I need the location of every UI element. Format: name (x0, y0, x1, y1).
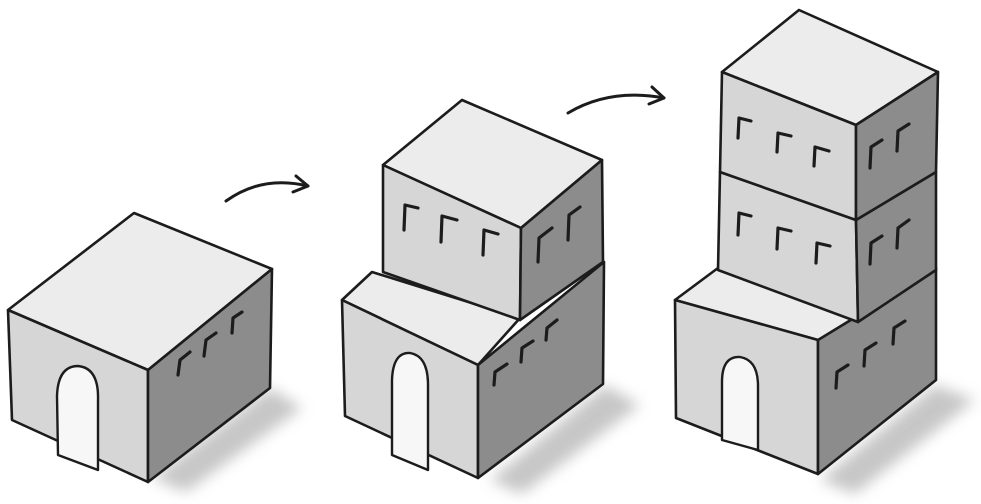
window-icon (868, 234, 884, 266)
curved-arrow-right-icon (566, 85, 666, 115)
window-icon (868, 138, 884, 170)
door-icon (390, 351, 430, 472)
window-icon (230, 310, 244, 335)
upper-side-wall (518, 158, 605, 322)
window-icon (812, 145, 831, 168)
window-icon (492, 362, 509, 387)
window-icon (775, 226, 793, 251)
building-shadow (490, 385, 640, 494)
building-three-storey (673, 8, 975, 494)
window-icon (891, 319, 907, 346)
building-shadow (820, 385, 975, 494)
curved-arrow-right-icon (224, 174, 310, 203)
window-icon (402, 203, 420, 232)
door-icon (55, 364, 100, 472)
window-icon (519, 339, 535, 364)
lower-side-wall (476, 260, 606, 480)
window-icon (895, 218, 911, 250)
window-icon (439, 214, 459, 244)
window-icon (566, 205, 582, 242)
door-icon (720, 355, 760, 452)
window-icon (481, 228, 500, 257)
side-wall (146, 267, 274, 484)
window-icon (736, 211, 753, 237)
window-icon (862, 341, 878, 368)
window-icon (775, 131, 793, 154)
building-shadow (152, 388, 302, 492)
window-icon (544, 318, 559, 342)
window-icon (834, 363, 850, 390)
window-icon (202, 331, 218, 358)
window-icon (176, 350, 192, 377)
window-icon (895, 122, 911, 153)
window-icon (814, 241, 832, 265)
window-icon (536, 226, 554, 264)
building-two-storey (340, 98, 640, 494)
building-one-storey (6, 211, 302, 492)
window-icon (736, 116, 753, 140)
